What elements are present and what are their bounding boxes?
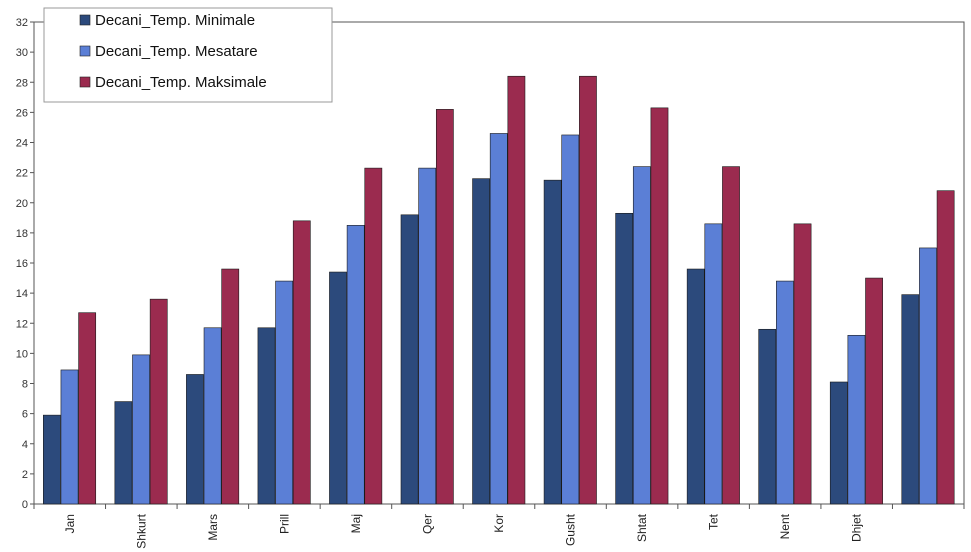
legend-swatch (79, 14, 91, 26)
bar (847, 334, 866, 505)
bar (418, 167, 437, 505)
x-tick-label: Jan (63, 514, 77, 533)
bar (615, 212, 634, 505)
bar (704, 223, 723, 505)
y-tick-label: 28 (16, 77, 28, 89)
x-tick-label: Shkurt (134, 513, 148, 548)
y-tick-label: 8 (22, 379, 28, 391)
x-tick-label: Dhjet (850, 513, 864, 542)
bars (42, 75, 955, 505)
bar (132, 354, 150, 505)
bar (561, 134, 580, 505)
y-tick-label: 2 (22, 469, 28, 481)
x-tick-label: Kor (492, 514, 506, 533)
x-tick-label: Mars (206, 514, 220, 541)
bar (42, 414, 61, 505)
bar (472, 178, 490, 505)
y-tick-label: 14 (16, 288, 28, 300)
bar (543, 179, 562, 505)
bar (722, 166, 740, 505)
bar (936, 190, 955, 505)
y-tick-label: 0 (22, 499, 28, 511)
x-tick-label: Maj (349, 514, 363, 533)
y-tick-label: 32 (16, 17, 28, 29)
x-tick-label: Prill (277, 514, 291, 534)
bar (489, 133, 508, 505)
y-tick-label: 22 (16, 168, 28, 180)
y-tick-label: 30 (16, 47, 28, 59)
bar (329, 271, 347, 505)
bar (364, 167, 383, 505)
bar (400, 214, 419, 505)
bar (901, 294, 920, 505)
bar (507, 75, 526, 505)
bar (221, 268, 240, 505)
y-tick-label: 16 (16, 258, 28, 270)
y-tick-label: 6 (22, 409, 28, 421)
bar (60, 369, 79, 505)
bar (203, 327, 222, 505)
legend-label: Decani_Temp. Maksimale (95, 74, 267, 91)
bar (919, 247, 937, 505)
y-tick-label: 12 (16, 318, 28, 330)
bar (257, 327, 276, 505)
bar (758, 328, 777, 505)
bar (78, 312, 97, 505)
legend-label: Decani_Temp. Mesatare (95, 43, 258, 60)
legend-box (43, 7, 333, 103)
bar (776, 280, 794, 505)
x-tick-label: Tet (707, 513, 721, 530)
legend-swatch (79, 76, 91, 88)
bar (346, 225, 365, 505)
bar (435, 109, 454, 505)
legend: Decani_Temp. Minimale Decani_Temp. Mesata… (43, 7, 333, 103)
x-tick-label: Shtat (635, 513, 649, 542)
bar (865, 277, 883, 505)
x-tick-label: Nent (778, 513, 792, 539)
y-tick-label: 24 (16, 138, 28, 150)
bar (149, 298, 168, 505)
bar (829, 381, 848, 505)
legend-swatch (79, 45, 91, 57)
y-tick-label: 18 (16, 228, 28, 240)
bar (579, 75, 597, 505)
bar (186, 374, 204, 505)
y-tick-label: 20 (16, 198, 28, 210)
bar (793, 223, 812, 505)
y-tick-label: 10 (16, 348, 28, 360)
x-tick-label: Qer (420, 514, 434, 534)
legend-label: Decani_Temp. Minimale (95, 12, 255, 29)
bar (114, 401, 133, 505)
x-tick-label: Gusht (564, 513, 578, 546)
bar (292, 220, 311, 505)
bar (275, 280, 294, 505)
y-tick-label: 4 (22, 439, 28, 451)
bar (632, 166, 651, 505)
bar (686, 268, 705, 505)
x-axis: Jan Shkurt Mars Prill Maj Qer Kor Gusht Shtat Tet… (33, 504, 965, 549)
bar (650, 107, 669, 505)
y-tick-label: 26 (16, 107, 28, 119)
